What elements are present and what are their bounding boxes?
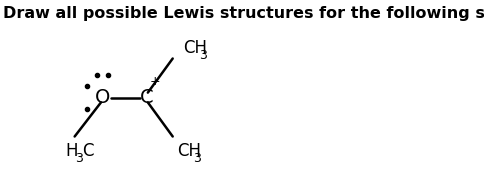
Text: CH: CH xyxy=(183,39,207,57)
Text: 3: 3 xyxy=(199,49,207,62)
Text: O: O xyxy=(95,88,110,107)
Text: 3: 3 xyxy=(193,152,201,165)
Text: +: + xyxy=(149,75,160,88)
Text: C: C xyxy=(139,88,153,107)
Text: CH: CH xyxy=(177,142,201,160)
Text: C: C xyxy=(82,142,93,160)
Text: Draw all possible Lewis structures for the following structure.: Draw all possible Lewis structures for t… xyxy=(3,6,484,21)
Text: H: H xyxy=(66,142,78,160)
Text: 3: 3 xyxy=(75,152,82,165)
